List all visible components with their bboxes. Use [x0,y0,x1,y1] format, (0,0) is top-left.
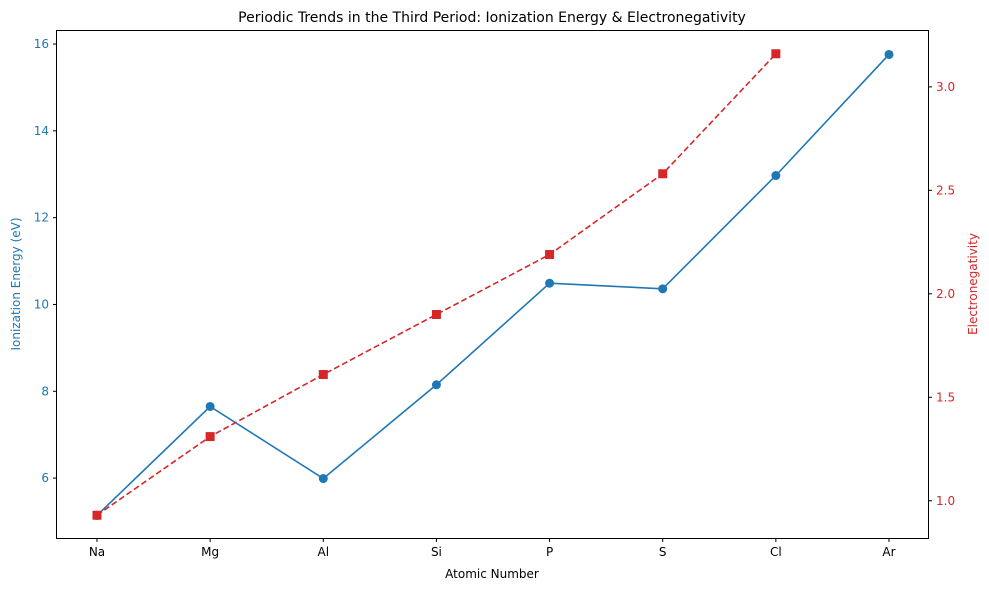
data-point-square [658,169,668,179]
y-left-tick-label: 14 [34,124,49,138]
series-layer [92,49,894,520]
data-point-circle [431,380,441,390]
data-point-square [92,510,102,520]
y-right-tick-label: 1.5 [936,390,955,404]
data-point-square [431,310,441,320]
y-left-tick-label: 8 [41,384,49,398]
x-axis-title: Atomic Number [445,567,539,581]
x-tick-label: Ar [882,545,895,559]
y-left-tick-label: 12 [34,211,49,225]
data-point-circle [545,278,555,288]
data-point-circle [318,474,328,484]
data-point-square [545,249,555,259]
y-right-tick-label: 2.5 [936,183,955,197]
x-tick-label: Al [318,545,330,559]
data-point-circle [658,284,668,294]
y-right-axis-title: Electronegativity [966,233,980,335]
data-point-circle [884,49,894,59]
y-right-tick-label: 2.0 [936,287,955,301]
chart-title: Periodic Trends in the Third Period: Ion… [238,10,746,26]
data-point-square [318,370,328,380]
x-tick-label: S [659,545,667,559]
data-point-circle [771,171,781,181]
data-point-square [771,49,781,59]
data-point-square [205,432,215,442]
x-tick-label: Si [431,545,442,559]
plot-frame [56,30,929,539]
y-left-tick-label: 6 [41,471,49,485]
y-right-tick-label: 3.0 [936,80,955,94]
x-tick-label: Na [89,545,105,559]
y-right-tick-label: 1.0 [936,494,955,508]
x-tick-label: Mg [201,545,219,559]
x-tick-label: Cl [770,545,782,559]
series-line-ionization-energy [96,53,890,516]
data-point-circle [205,401,215,411]
y-left-tick-label: 10 [34,297,49,311]
y-left-tick-label: 16 [34,37,49,51]
x-tick-label: P [546,545,553,559]
y-left-axis-title: Ionization Energy (eV) [9,217,23,350]
